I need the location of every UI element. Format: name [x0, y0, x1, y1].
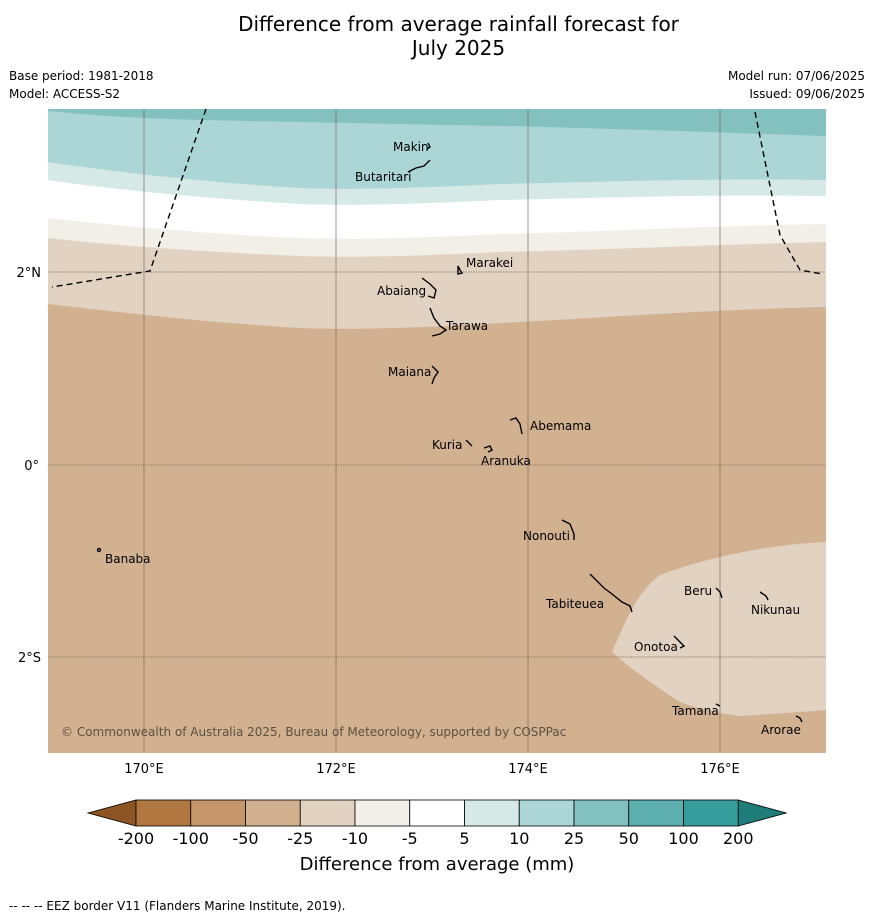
rainfall-bands: Makin Butaritari Marakei Abaiang Tarawa … [48, 109, 826, 753]
map-title: Difference from average rainfall forecas… [0, 12, 873, 60]
southeast-drier-region [612, 542, 826, 716]
colorbar-swatch [354, 799, 411, 827]
kuria-outline [465, 439, 473, 447]
label-arorae: Arorae [761, 723, 801, 737]
colorbar-tick-label: 5 [459, 829, 469, 848]
band-25-to-50 [48, 109, 826, 136]
lon-tick-174: 174°E [508, 762, 548, 777]
lon-tick-170: 170°E [124, 762, 164, 777]
label-beru: Beru [684, 584, 712, 598]
tabiteuea-outline [589, 573, 633, 613]
makin-outline [426, 142, 431, 150]
nonouti-outline [561, 519, 575, 540]
label-banaba: Banaba [105, 552, 151, 566]
eez-border [51, 109, 823, 288]
meta-right: Model run: 07/06/2025 Issued: 09/06/2025 [728, 67, 865, 103]
colorbar-tick-label: -100 [173, 829, 209, 848]
banaba-outline [96, 547, 102, 553]
colorbar-tick-label: -25 [287, 829, 313, 848]
longitude-ticks: 170°E 172°E 174°E 176°E [124, 762, 740, 777]
tarawa-outline [429, 307, 448, 337]
colorbar-swatch [518, 799, 575, 827]
colorbar-tick-label: -5 [402, 829, 418, 848]
label-maiana: Maiana [388, 365, 431, 379]
label-aranuka: Aranuka [481, 454, 531, 468]
abaiang-outline [421, 277, 437, 299]
base-period: Base period: 1981-2018 [9, 69, 154, 83]
label-tamana: Tamana [671, 704, 719, 718]
latitude-ticks: 2°N 0° 2°S [17, 266, 42, 666]
label-tabiteuea: Tabiteuea [545, 597, 604, 611]
lat-tick-2n: 2°N [17, 266, 42, 281]
title-line-1: Difference from average rainfall forecas… [238, 12, 679, 36]
island-outlines [96, 142, 803, 723]
colorbar-swatch [683, 799, 739, 827]
label-makin: Makin [393, 140, 429, 154]
colorbar-tick-label: 10 [509, 829, 529, 848]
copyright-notice: © Commonwealth of Australia 2025, Bureau… [61, 725, 566, 739]
model-name: Model: ACCESS-S2 [9, 87, 121, 101]
colorbar-swatch [190, 799, 246, 827]
colorbar-arrow-low [86, 799, 137, 827]
colorbar-title: Difference from average (mm) [300, 854, 575, 875]
maiana-outline [431, 365, 439, 385]
lon-tick-176: 176°E [700, 762, 740, 777]
label-marakei: Marakei [466, 256, 513, 270]
meta-left: Base period: 1981-2018 Model: ACCESS-S2 [9, 67, 154, 103]
title-line-2: July 2025 [411, 36, 506, 60]
issued-date: Issued: 09/06/2025 [749, 87, 865, 101]
colorbar-swatch [573, 799, 630, 827]
model-run: Model run: 07/06/2025 [727, 69, 865, 83]
tamana-outline [715, 703, 721, 707]
colorbar-tick-label: -50 [232, 829, 258, 848]
colorbar-tick-label: 200 [723, 829, 754, 848]
label-onotoa: Onotoa [634, 640, 678, 654]
butaritari-outline [407, 159, 431, 173]
graticule [48, 109, 826, 753]
label-nikunau: Nikunau [751, 603, 800, 617]
colorbar-swatch [135, 799, 192, 827]
colorbar-swatch [409, 799, 465, 827]
colorbar-swatch [464, 799, 520, 827]
label-tarawa: Tarawa [445, 319, 488, 333]
abemama-outline [509, 417, 523, 435]
arorae-outline [795, 715, 803, 723]
colorbar-tick-label: -10 [342, 829, 368, 848]
aranuka-outline [483, 445, 493, 453]
colorbar: -200 -100 -50 -25 -10 -5 5 10 25 50 100 200 [86, 799, 788, 848]
colorbar-swatch [628, 799, 684, 827]
beru-outline [715, 587, 723, 599]
colorbar-swatch [245, 799, 301, 827]
lat-tick-0: 0° [24, 459, 39, 474]
colorbar-arrow-high [737, 799, 788, 827]
marakei-outline [457, 265, 464, 275]
colorbar-tick-label: 50 [619, 829, 639, 848]
onotoa-outline [673, 635, 686, 649]
colorbar-tick-label: 25 [564, 829, 584, 848]
lat-tick-2s: 2°S [18, 651, 41, 666]
colorbar-tick-label: 100 [668, 829, 699, 848]
label-abaiang: Abaiang [377, 284, 426, 298]
nikunau-outline [759, 591, 769, 601]
eez-footnote: -- -- -- EEZ border V11 (Flanders Marine… [9, 899, 346, 913]
label-kuria: Kuria [432, 438, 463, 452]
island-labels: Makin Butaritari Marakei Abaiang Tarawa … [105, 140, 801, 737]
colorbar-tick-label: -200 [118, 829, 154, 848]
label-nonouti: Nonouti [523, 529, 570, 543]
colorbar-swatch [299, 799, 356, 827]
lon-tick-172: 172°E [316, 762, 356, 777]
label-abemama: Abemama [530, 419, 591, 433]
label-butaritari: Butaritari [355, 170, 412, 184]
